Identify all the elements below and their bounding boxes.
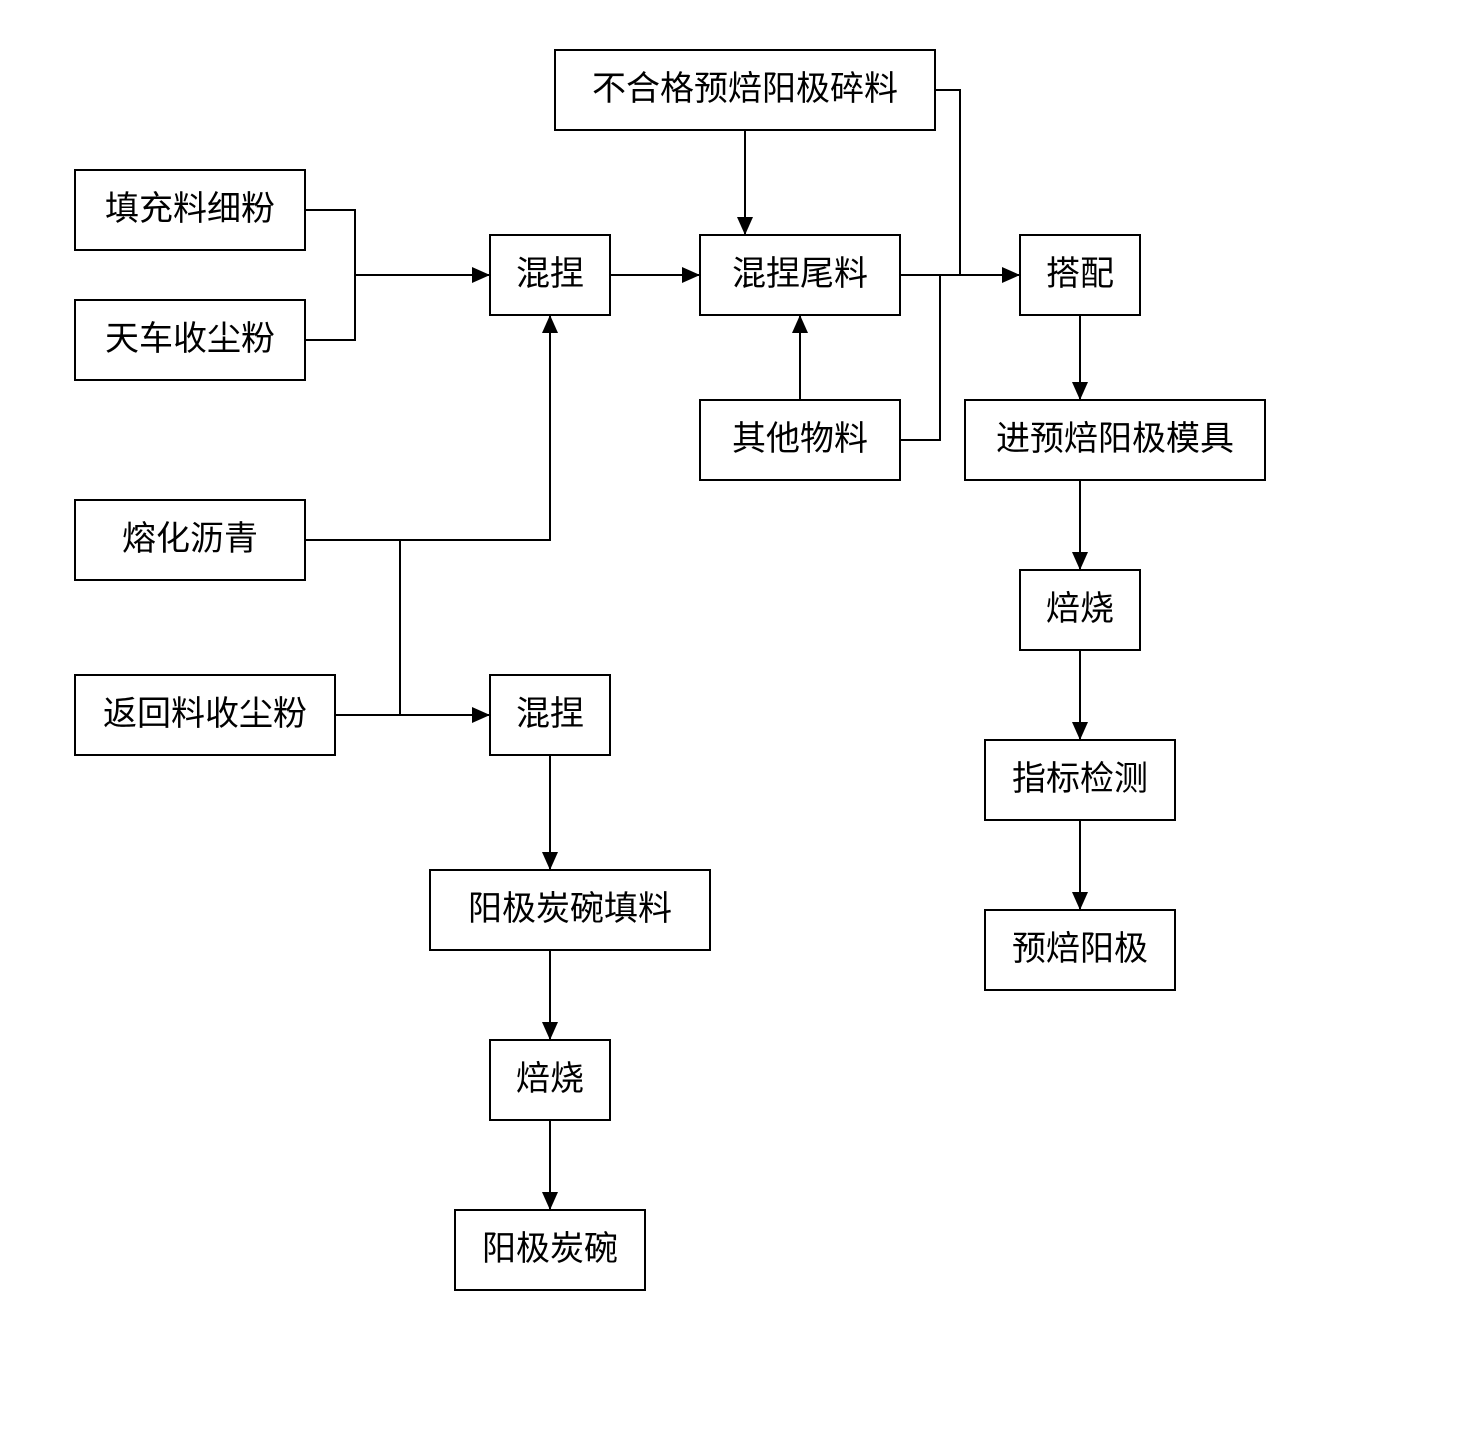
node-label-n_tail: 混捏尾料 [732, 255, 868, 293]
arrowhead-9 [1072, 552, 1088, 570]
arrowhead-12 [542, 315, 558, 333]
node-label-n_crane: 天车收尘粉 [105, 320, 275, 358]
arrowhead-1 [472, 267, 490, 283]
node-n_anode_fill: 阳极炭碗填料 [430, 870, 710, 950]
node-n_other: 其他物料 [700, 400, 900, 480]
edge-7 [935, 90, 960, 275]
node-n_fire_r: 焙烧 [1020, 570, 1140, 650]
node-n_top: 不合格预焙阳极碎料 [555, 50, 935, 130]
node-n_prebaked: 预焙阳极 [985, 910, 1175, 990]
arrowhead-4 [1002, 267, 1020, 283]
edge-6 [900, 275, 940, 440]
node-n_anode_bowl: 阳极炭碗 [455, 1210, 645, 1290]
node-label-n_test: 指标检测 [1012, 760, 1148, 798]
node-n_return: 返回料收尘粉 [75, 675, 335, 755]
node-label-n_mix2: 混捏 [516, 695, 584, 733]
arrowhead-14 [472, 707, 490, 723]
arrowhead-5 [792, 315, 808, 333]
node-n_mold: 进预焙阳极模具 [965, 400, 1265, 480]
node-label-n_return: 返回料收尘粉 [103, 695, 307, 733]
node-n_asphalt: 熔化沥青 [75, 500, 305, 580]
node-label-n_mix1: 混捏 [516, 255, 584, 293]
node-label-n_other: 其他物料 [732, 420, 868, 458]
arrowhead-8 [1072, 382, 1088, 400]
node-label-n_fire_l: 焙烧 [516, 1060, 584, 1098]
arrowhead-17 [542, 1192, 558, 1210]
arrowhead-16 [542, 1022, 558, 1040]
arrowhead-0 [737, 217, 753, 235]
edge-1 [305, 210, 490, 275]
node-n_test: 指标检测 [985, 740, 1175, 820]
node-n_mix1: 混捏 [490, 235, 610, 315]
arrowhead-15 [542, 852, 558, 870]
node-n_tail: 混捏尾料 [700, 235, 900, 315]
node-label-n_fill: 填充料细粉 [105, 190, 275, 228]
node-n_pair: 搭配 [1020, 235, 1140, 315]
node-label-n_prebaked: 预焙阳极 [1012, 930, 1148, 968]
node-label-n_anode_fill: 阳极炭碗填料 [468, 890, 672, 928]
node-label-n_asphalt: 熔化沥青 [122, 520, 258, 558]
node-label-n_anode_bowl: 阳极炭碗 [482, 1230, 618, 1268]
node-label-n_top: 不合格预焙阳极碎料 [592, 70, 898, 108]
node-label-n_pair: 搭配 [1046, 256, 1114, 293]
node-label-n_mold: 进预焙阳极模具 [996, 420, 1234, 458]
arrowhead-10 [1072, 722, 1088, 740]
arrowhead-11 [1072, 892, 1088, 910]
node-n_crane: 天车收尘粉 [75, 300, 305, 380]
node-n_fire_l: 焙烧 [490, 1040, 610, 1120]
arrowhead-3 [682, 267, 700, 283]
node-n_mix2: 混捏 [490, 675, 610, 755]
edge-2 [305, 275, 355, 340]
edge-12 [305, 315, 550, 540]
node-label-n_fire_r: 焙烧 [1046, 590, 1114, 628]
node-n_fill: 填充料细粉 [75, 170, 305, 250]
